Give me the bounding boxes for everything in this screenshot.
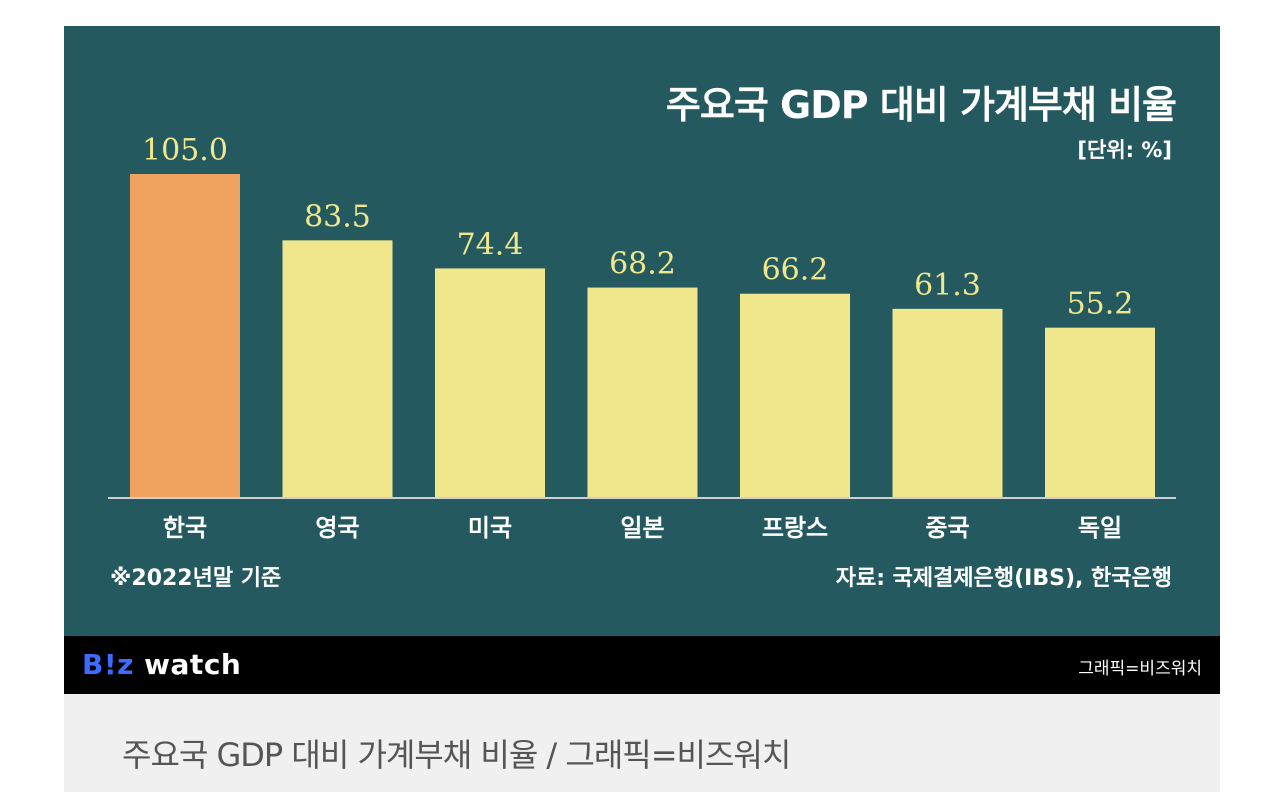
bizwatch-logo: B!z watch [82,648,242,681]
chart-title: 주요국 GDP 대비 가계부채 비율 [665,83,1177,127]
value-label-6: 55.2 [1067,287,1134,322]
unit-label: [단위: %] [1077,138,1172,162]
caption-area: 주요국 GDP 대비 가계부채 비율 / 그래픽=비즈워치 [64,694,1220,792]
bar-4 [740,293,850,498]
category-label-5: 중국 [925,514,969,542]
value-label-3: 68.2 [609,247,676,282]
category-label-6: 독일 [1078,514,1122,542]
footnote: ※2022년말 기준 [110,566,282,591]
category-label-4: 프랑스 [762,514,828,542]
value-label-2: 74.4 [457,227,524,262]
bar-0 [130,174,240,498]
bar-6 [1045,327,1155,498]
category-label-2: 미국 [468,514,512,542]
category-label-0: 한국 [163,514,207,542]
bar-chart: 105.0 한국 83.5 영국 74.4 미국 68.2 일본 66.2 프랑스 61.3 중국 55… [108,133,1176,542]
value-label-1: 83.5 [304,199,371,234]
chart-panel: 주요국 GDP 대비 가계부채 비율 [단위: %] 105.0 한국 83.5 영국… [64,26,1220,636]
graphic-credit: 그래픽=비즈워치 [1078,659,1202,679]
category-label-3: 일본 [620,514,664,542]
value-label-0: 105.0 [142,133,228,168]
value-label-5: 61.3 [914,268,981,303]
value-label-4: 66.2 [762,253,829,288]
brand-bar: B!z watch 그래픽=비즈워치 [64,636,1220,694]
image-caption: 주요국 GDP 대비 가계부채 비율 / 그래픽=비즈워치 [122,736,791,774]
bar-1 [282,240,393,499]
bar-3 [587,287,698,498]
category-label-1: 영국 [315,514,359,542]
source-note: 자료: 국제결제은행(IBS), 한국은행 [835,566,1172,591]
bar-2 [435,268,545,498]
bar-5 [892,308,1003,498]
